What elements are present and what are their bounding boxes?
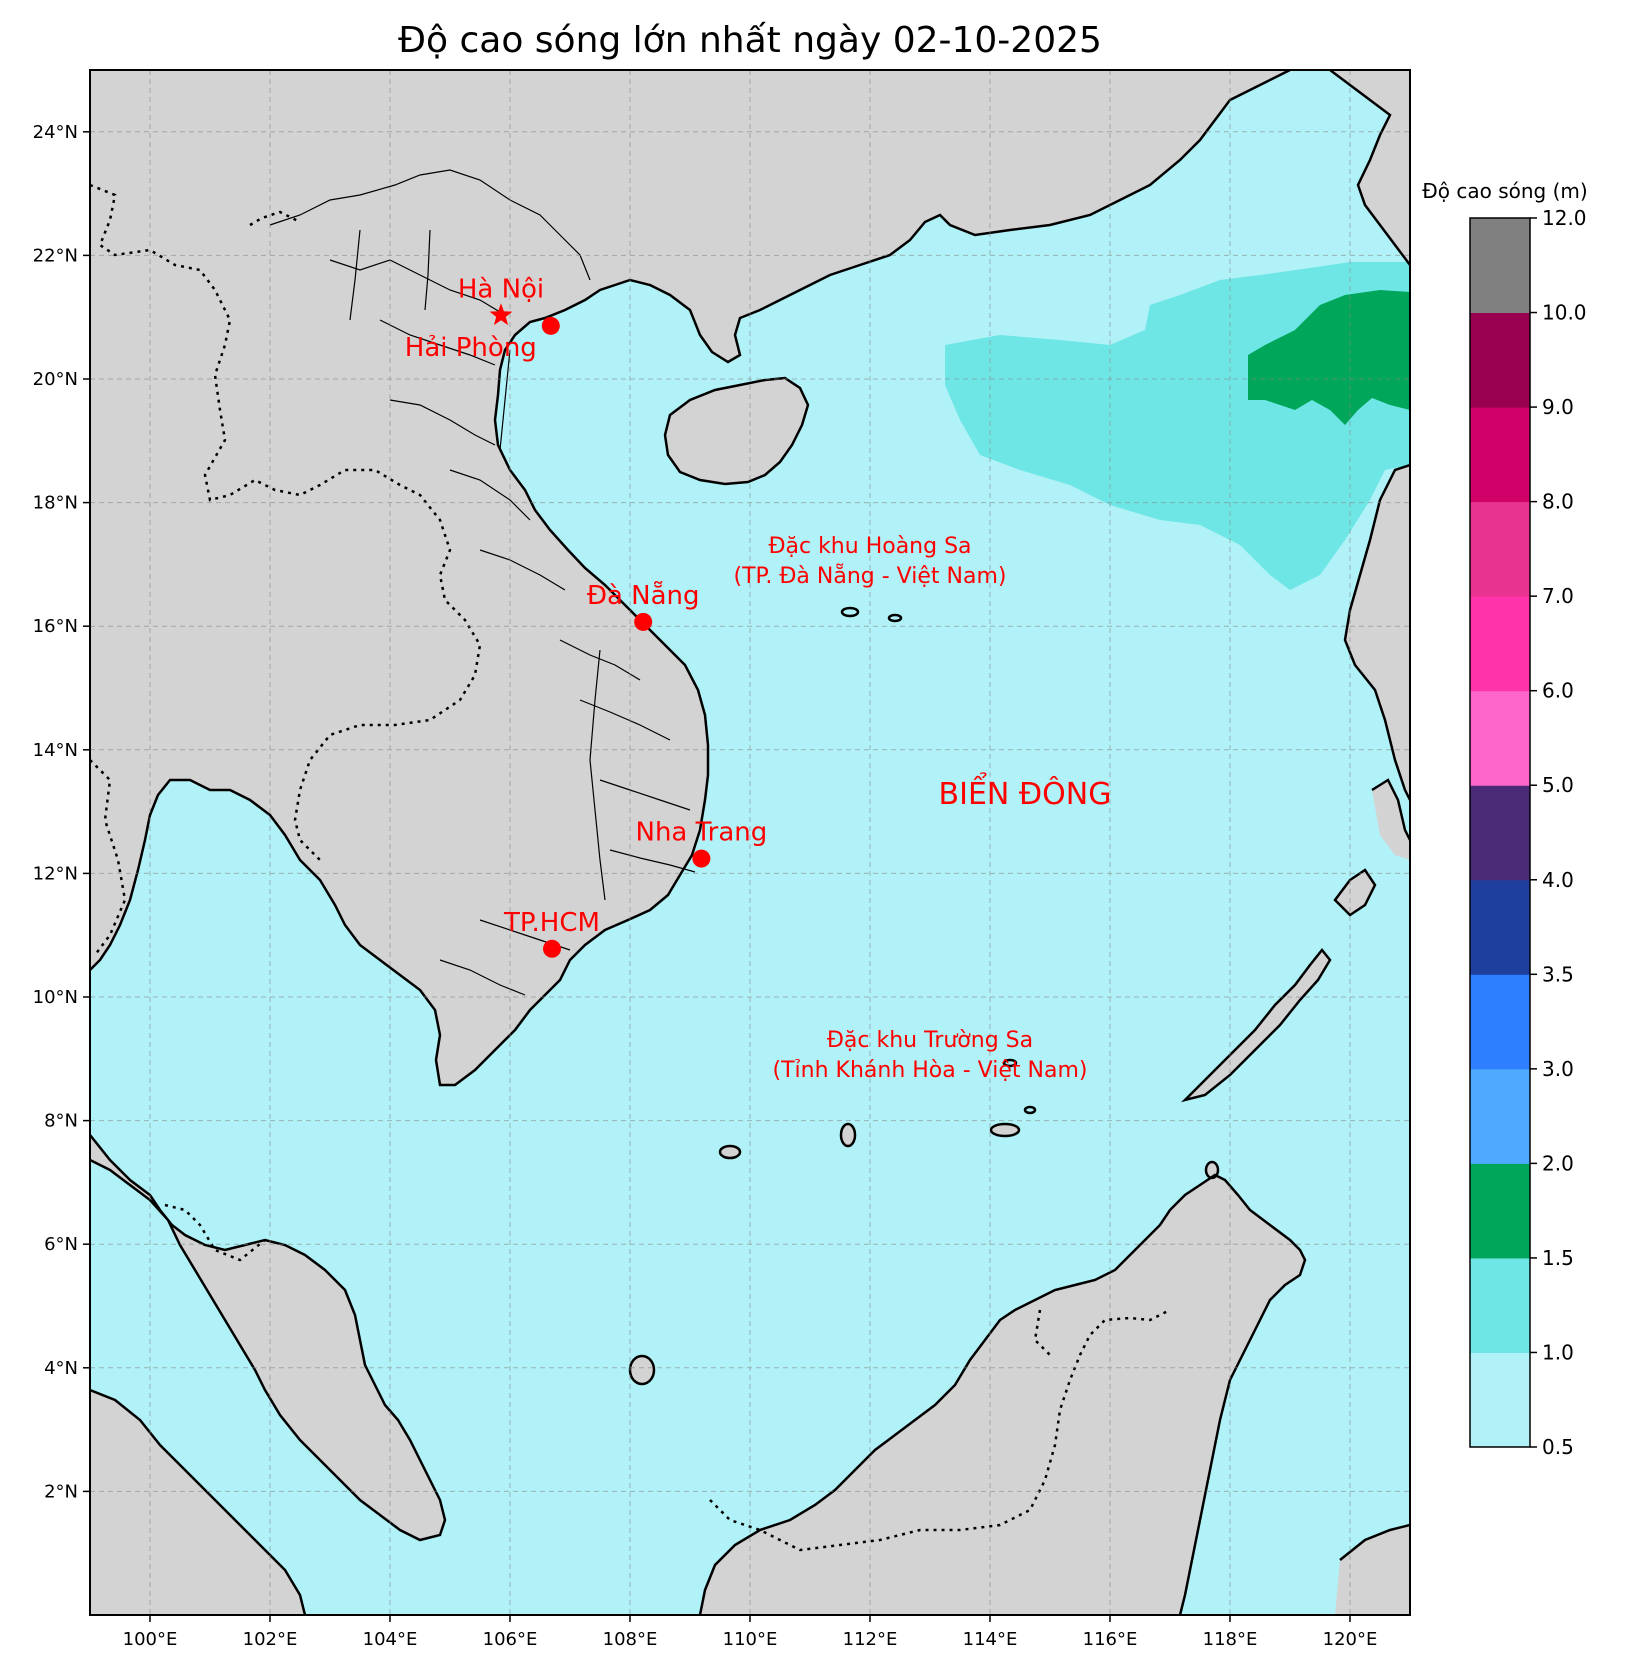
lat-tick-label-11: 24°N bbox=[33, 122, 78, 143]
national-borders bbox=[90, 183, 1171, 1552]
city-marker-3 bbox=[692, 849, 711, 868]
land-mindoro-area bbox=[1372, 780, 1410, 860]
colorbar-title: Độ cao sóng (m) bbox=[1422, 179, 1587, 203]
colorbar-tick-label-3: 2.0 bbox=[1542, 1151, 1574, 1175]
lat-tick-label-7: 16°N bbox=[33, 616, 78, 637]
colorbar-segment-0 bbox=[1470, 1352, 1530, 1448]
lat-tick-label-5: 12°N bbox=[33, 863, 78, 884]
land-sumatra bbox=[90, 1390, 305, 1615]
colorbar-segment-9 bbox=[1470, 501, 1530, 597]
city-marker-1 bbox=[541, 316, 560, 335]
city-label-0: Hà Nội bbox=[458, 274, 544, 304]
colorbar-frame bbox=[1469, 217, 1531, 1448]
lat-tick-label-10: 22°N bbox=[33, 245, 78, 266]
colorbar-tick-label-6: 4.0 bbox=[1542, 868, 1574, 892]
city-label-4: TP.HCM bbox=[503, 908, 600, 938]
gridlines bbox=[90, 70, 1410, 1615]
colorbar-tick-label-1: 1.0 bbox=[1542, 1340, 1574, 1364]
island-1 bbox=[841, 1124, 855, 1146]
colorbar-tick-label-13: 12.0 bbox=[1542, 206, 1587, 230]
lon-tick-label-4: 108°E bbox=[603, 1629, 658, 1650]
colorbar-tick-label-12: 10.0 bbox=[1542, 301, 1587, 325]
colorbar-segment-8 bbox=[1470, 596, 1530, 692]
region-hoang-sa-line-2: (TP. Đà Nẵng - Việt Nam) bbox=[734, 563, 1007, 589]
lon-tick-label-1: 102°E bbox=[243, 1629, 298, 1650]
city-label-1: Hải Phòng bbox=[405, 333, 537, 363]
colorbar-segment-10 bbox=[1470, 407, 1530, 503]
lon-tick-label-8: 116°E bbox=[1083, 1629, 1138, 1650]
land-indochina bbox=[90, 322, 708, 1085]
lat-tick-label-8: 18°N bbox=[33, 493, 78, 514]
colorbar-segment-5 bbox=[1470, 879, 1530, 975]
colorbar-tick-label-0: 0.5 bbox=[1542, 1435, 1574, 1459]
map-axes: 100°E 102°E 104°E 106°E 108°E 110°E 112°E 114°E… bbox=[33, 122, 1378, 1650]
colorbar-tick-label-9: 7.0 bbox=[1542, 584, 1574, 608]
colorbar-segment-3 bbox=[1470, 1068, 1530, 1164]
colorbar-tick-label-5: 3.5 bbox=[1542, 962, 1574, 986]
land-sulawesi-edge bbox=[1335, 1525, 1410, 1615]
lon-tick-label-7: 114°E bbox=[963, 1629, 1018, 1650]
colorbar-segment-4 bbox=[1470, 974, 1530, 1070]
colorbar: 0.5 1.0 1.5 2.0 3.0 3.5 4.0 5.0 6.0 7.0 8.0 9.0 10.0… bbox=[1469, 206, 1587, 1459]
land-luzon bbox=[1345, 465, 1410, 800]
colorbar-tick-label-2: 1.5 bbox=[1542, 1246, 1574, 1270]
lat-tick-label-6: 14°N bbox=[33, 740, 78, 761]
colorbar-tick-label-7: 5.0 bbox=[1542, 773, 1574, 797]
colorbar-tick-label-4: 3.0 bbox=[1542, 1057, 1574, 1081]
island-2 bbox=[720, 1146, 740, 1158]
colorbar-tick-label-10: 8.0 bbox=[1542, 490, 1574, 514]
colorbar-segment-2 bbox=[1470, 1163, 1530, 1259]
lon-tick-label-2: 104°E bbox=[363, 1629, 418, 1650]
colorbar-segment-1 bbox=[1470, 1257, 1530, 1353]
lon-tick-label-0: 100°E bbox=[123, 1629, 178, 1650]
colorbar-segment-11 bbox=[1470, 312, 1530, 408]
colorbar-tick-label-11: 9.0 bbox=[1542, 395, 1574, 419]
city-marker-4 bbox=[543, 939, 561, 958]
colorbar-segment-7 bbox=[1470, 690, 1530, 786]
colorbar-segment-12 bbox=[1470, 218, 1530, 314]
lat-tick-label-4: 10°N bbox=[33, 987, 78, 1008]
city-marker-2 bbox=[634, 612, 653, 631]
city-layer: Hà Nội Hải Phòng Đà Nẵng Nha Trang TP.HCM bbox=[405, 274, 768, 958]
sea-label: BIỂN ĐÔNG bbox=[939, 771, 1112, 812]
map-title: Độ cao sóng lớn nhất ngày 02-10-2025 bbox=[398, 20, 1102, 61]
lat-tick-label-1: 4°N bbox=[44, 1358, 78, 1379]
city-label-2: Đà Nẵng bbox=[587, 580, 700, 611]
region-truong-sa-line-2: (Tỉnh Khánh Hòa - Việt Nam) bbox=[773, 1058, 1088, 1083]
land-malay-peninsula bbox=[90, 1135, 445, 1540]
island-3 bbox=[991, 1124, 1019, 1136]
colorbar-segment-6 bbox=[1470, 785, 1530, 881]
land-borneo bbox=[700, 1175, 1305, 1615]
lon-tick-label-5: 110°E bbox=[723, 1629, 778, 1650]
land-hainan bbox=[665, 378, 808, 484]
lon-tick-label-10: 120°E bbox=[1323, 1629, 1378, 1650]
region-truong-sa-line-1: Đặc khu Trường Sa bbox=[827, 1028, 1033, 1053]
province-borders bbox=[269, 169, 696, 996]
region-hoang-sa-line-1: Đặc khu Hoàng Sa bbox=[768, 534, 971, 559]
map-area: Hà Nội Hải Phòng Đà Nẵng Nha Trang TP.HCM Đặ… bbox=[90, 70, 1410, 1615]
lon-tick-label-6: 112°E bbox=[843, 1629, 898, 1650]
lat-tick-label-0: 2°N bbox=[44, 1481, 78, 1502]
colorbar-tick-label-8: 6.0 bbox=[1542, 679, 1574, 703]
lat-tick-label-3: 8°N bbox=[44, 1111, 78, 1132]
lon-tick-label-9: 118°E bbox=[1203, 1629, 1258, 1650]
island-natuna bbox=[630, 1356, 654, 1384]
lon-tick-label-3: 106°E bbox=[483, 1629, 538, 1650]
wave-zone-1.5-2m bbox=[1248, 290, 1410, 425]
lat-tick-label-2: 6°N bbox=[44, 1234, 78, 1255]
land-taiwan-fujian bbox=[1330, 70, 1410, 265]
lat-tick-label-9: 20°N bbox=[33, 369, 78, 390]
city-label-3: Nha Trang bbox=[636, 818, 768, 848]
city-marker-star-0 bbox=[489, 303, 513, 326]
